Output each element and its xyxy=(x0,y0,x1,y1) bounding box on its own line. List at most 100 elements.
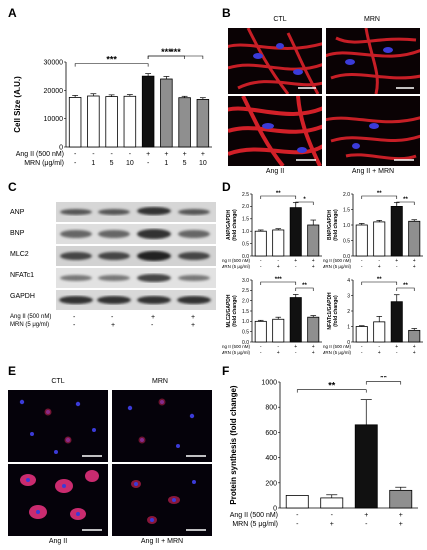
blot-cond-m4: + xyxy=(191,322,196,329)
condition-value-mrn: + xyxy=(277,264,280,270)
y-tick-label: 2.5 xyxy=(242,192,249,198)
condition-label-mrn: MRN (5 μg/ml) xyxy=(232,521,278,528)
bar xyxy=(123,95,137,148)
bar xyxy=(272,318,285,343)
y-tick-label: 0.5 xyxy=(343,238,350,244)
blot-row-gapdh xyxy=(56,290,216,310)
condition-value-angii: - xyxy=(378,258,380,264)
y-tick-label: 1 xyxy=(347,324,350,330)
y-tick-label: 0 xyxy=(273,505,277,512)
significance-bracket xyxy=(396,287,415,291)
condition-value-angii: - xyxy=(129,151,132,158)
condition-value-angii: + xyxy=(164,151,168,158)
y-tick-label: 3 xyxy=(347,293,350,299)
bar xyxy=(285,495,309,509)
micrograph-e-caption-angii-mrn: Ang II + MRN xyxy=(140,538,184,545)
bar xyxy=(254,230,267,257)
chart-mlc2-gapdh: 0.0 0.5 1.0 1.5 2.0 2.5 3.0 MLC2/GAPDH(fold cha… xyxy=(222,277,322,356)
significance-bracket xyxy=(296,389,367,393)
band-label-nfatc1: NFATc1 xyxy=(10,272,34,279)
condition-value-mrn: 5 xyxy=(183,160,187,167)
blot-row-mlc2 xyxy=(56,246,216,266)
blot-cond-a3: + xyxy=(151,314,156,321)
micrograph-panel-b: CTL MRN Ang II Ang II xyxy=(228,14,424,180)
condition-label-mrn: MRN (μg/ml) xyxy=(24,160,64,167)
bar xyxy=(355,224,368,257)
bar xyxy=(307,224,320,257)
y-axis-label-line: (fold change) xyxy=(333,209,339,241)
condition-value-mrn: + xyxy=(413,350,416,356)
condition-value-angii: + xyxy=(201,151,205,158)
condition-value-angii: + xyxy=(413,258,416,264)
condition-value-mrn: + xyxy=(378,264,381,270)
condition-label-mrn: MRN (5 μg/ml) xyxy=(222,264,251,269)
blot-row-nfatc1 xyxy=(56,268,216,288)
y-tick-label: 0 xyxy=(59,144,63,151)
condition-value-mrn: + xyxy=(312,264,315,270)
blot-bands xyxy=(56,202,216,310)
y-tick-label: 30000 xyxy=(44,59,64,66)
condition-value-angii: + xyxy=(312,258,315,264)
micrograph-e-title-ctl: CTL xyxy=(51,378,65,385)
y-axis-label: Cell Size (A.U.) xyxy=(13,76,22,133)
micrograph-b-ctl xyxy=(228,28,322,94)
y-tick-label: 2.5 xyxy=(242,288,249,294)
significance-label: * xyxy=(303,197,306,203)
condition-value-mrn: 10 xyxy=(199,160,207,167)
bar xyxy=(105,96,118,148)
condition-label-mrn: MRN (5 μg/ml) xyxy=(222,350,251,355)
condition-value-mrn: - xyxy=(74,160,77,167)
y-tick-label: 1.0 xyxy=(242,319,249,325)
condition-value-angii: - xyxy=(378,344,380,350)
condition-value-angii: - xyxy=(361,258,363,264)
y-axis-label-line: BNP/GAPDH xyxy=(327,210,333,240)
significance-label: ** xyxy=(377,191,382,197)
condition-value-angii: + xyxy=(183,151,187,158)
condition-value-mrn: 1 xyxy=(164,160,168,167)
y-tick-label: 4 xyxy=(347,278,350,284)
condition-label-angii: Ang II (500 nM) xyxy=(323,344,352,349)
micrograph-e-angii-mrn xyxy=(112,464,212,536)
condition-label-angii: Ang II (500 nM) xyxy=(222,344,251,349)
condition-value-angii: + xyxy=(294,258,297,264)
y-axis-label-line: (fold change) xyxy=(232,209,238,241)
significance-label: ** xyxy=(403,283,408,289)
bar xyxy=(289,207,302,257)
micrograph-title-ctl: CTL xyxy=(273,16,287,23)
panel-label-f: F xyxy=(222,364,230,378)
panel-label-b: B xyxy=(222,6,231,20)
significance-label: *** xyxy=(170,47,181,57)
condition-label-angii: Ang II (500 nM) xyxy=(222,258,251,263)
y-tick-label: 0.0 xyxy=(242,340,249,346)
y-tick-label: 0.0 xyxy=(242,254,249,260)
significance-label: ** xyxy=(403,197,408,203)
chart-anp-gapdh: 0.0 0.5 1.0 1.5 2.0 2.5 ANP/GAPDH(fold change)… xyxy=(222,191,322,270)
blot-cond-m1: - xyxy=(73,322,76,329)
bar xyxy=(307,316,320,343)
condition-value-angii: - xyxy=(277,344,279,350)
blot-cond-m2: + xyxy=(111,322,116,329)
y-tick-label: 0 xyxy=(347,340,350,346)
significance-bracket xyxy=(74,63,149,67)
condition-value-angii: + xyxy=(399,512,403,519)
y-axis-label: Protein synthesis (fold change) xyxy=(229,385,238,504)
bar xyxy=(68,97,82,148)
y-tick-label: 20000 xyxy=(44,88,64,95)
bar xyxy=(355,326,368,343)
micrograph-e-caption-angii: Ang II xyxy=(48,538,68,545)
condition-value-mrn: - xyxy=(296,521,299,528)
condition-value-mrn: - xyxy=(295,264,297,270)
micrograph-b-angii-mrn xyxy=(326,96,420,166)
y-axis-label: MLC2/GAPDH(fold change) xyxy=(226,294,238,327)
condition-value-angii: - xyxy=(74,151,77,158)
y-tick-label: 2.0 xyxy=(242,298,249,304)
condition-value-angii: - xyxy=(277,258,279,264)
blot-row-anp xyxy=(56,202,216,222)
significance-bracket xyxy=(361,195,398,199)
y-tick-label: 200 xyxy=(265,480,277,487)
condition-value-angii: + xyxy=(395,344,398,350)
condition-value-angii: + xyxy=(146,151,150,158)
bar xyxy=(196,99,210,148)
y-tick-label: 1.5 xyxy=(242,309,249,315)
